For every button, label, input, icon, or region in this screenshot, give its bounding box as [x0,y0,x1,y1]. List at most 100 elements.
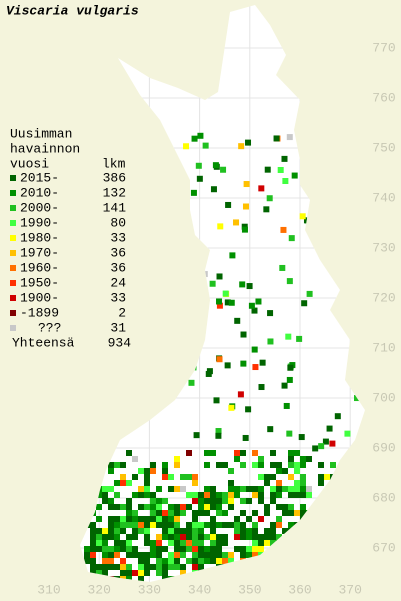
record-square [251,307,258,314]
record-square [162,516,168,522]
legend-swatch [10,265,16,271]
record-square [276,462,282,468]
record-square [306,290,313,297]
legend-label: 1900- [20,290,59,305]
record-square [90,534,96,540]
record-square [252,552,258,558]
record-square [222,540,228,546]
record-square [288,450,294,456]
record-square [228,480,234,486]
record-square [102,528,108,534]
record-square [156,516,162,522]
record-square [216,510,222,516]
record-square [210,552,216,558]
record-square [114,462,120,468]
record-square [276,468,282,474]
record-square [222,534,228,540]
record-square [192,522,198,528]
record-square [144,558,150,564]
record-square [150,540,156,546]
record-square [108,462,114,468]
record-square [222,462,228,468]
record-square [132,456,138,462]
record-square [186,534,192,540]
record-square [174,516,180,522]
legend-count: 2 [118,305,126,320]
record-square [108,516,114,522]
record-square [168,474,174,480]
legend-label: 1980- [20,230,59,245]
record-square [174,504,180,510]
record-square [258,474,264,480]
record-square [108,534,114,540]
record-square [258,456,264,462]
record-square [192,564,198,570]
record-square [288,235,295,242]
y-axis-label: 710 [372,340,395,355]
record-square [162,564,168,570]
record-square [210,498,216,504]
record-square [174,534,180,540]
record-square [252,486,258,492]
record-square [198,564,204,570]
record-square [204,552,210,558]
record-square [301,300,308,307]
record-square [264,534,270,540]
record-square [258,384,265,391]
record-square [138,516,144,522]
record-square [228,498,234,504]
record-square [240,534,246,540]
record-square [138,528,144,534]
record-square [114,546,120,552]
record-square [192,558,198,564]
record-square [96,534,102,540]
legend-label: 1990- [20,215,59,230]
record-square [234,492,240,498]
record-square [264,166,271,173]
record-square [180,504,186,510]
record-square [204,486,210,492]
record-square [198,528,204,534]
record-square [186,474,192,480]
record-square [198,522,204,528]
record-square [102,570,108,576]
record-square [270,540,276,546]
record-square [132,516,138,522]
record-square [270,492,276,498]
record-square [120,504,126,510]
record-square [102,552,108,558]
legend-label: 2000- [20,200,59,215]
record-square [252,540,258,546]
record-square [102,492,108,498]
record-square [132,570,138,576]
record-square [150,516,156,522]
legend-count: 80 [110,215,126,230]
record-square [180,570,186,576]
record-square [234,528,240,534]
record-square [180,534,186,540]
record-square [264,480,270,486]
record-square [241,226,248,233]
legend-count: 33 [110,230,126,245]
record-square [144,468,150,474]
record-square [209,280,216,287]
x-axis-label: 320 [87,582,110,597]
record-square [204,492,210,498]
record-square [102,546,108,552]
record-square [198,510,204,516]
record-square [270,528,276,534]
record-square [326,425,333,432]
record-square [90,552,96,558]
record-square [168,558,174,564]
record-square [252,364,259,371]
record-square [102,558,108,564]
record-square [126,504,132,510]
record-square [108,552,114,558]
record-square [162,558,168,564]
legend-heading: Uusimman [10,126,72,141]
record-square [144,522,150,528]
record-square [198,504,204,510]
record-square [114,528,120,534]
record-square [162,498,168,504]
